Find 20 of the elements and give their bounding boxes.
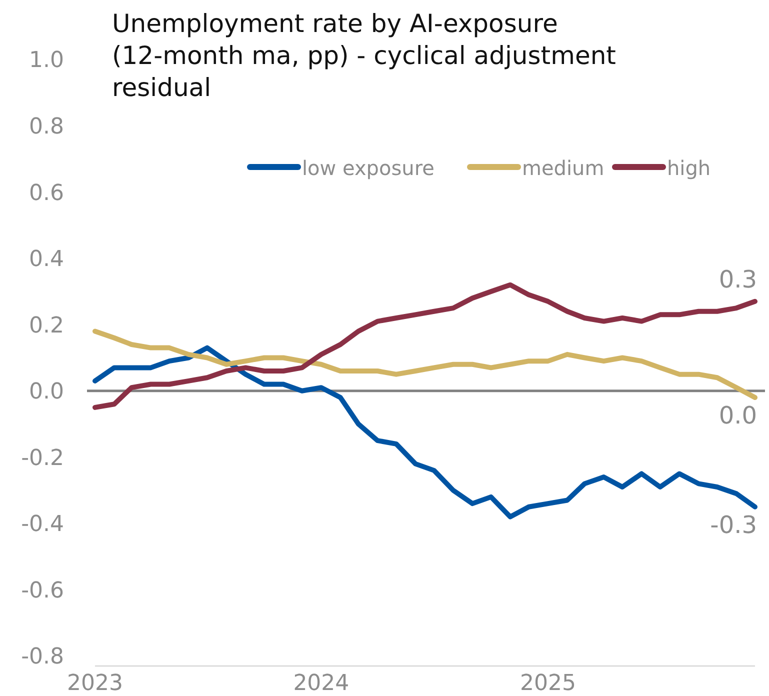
y-tick-label: -0.2 (21, 446, 64, 471)
y-tick-label: 1.0 (29, 48, 64, 74)
y-tick-label: 0.4 (29, 247, 64, 272)
data-label: 0.3 (718, 265, 757, 294)
data-label: -0.3 (710, 510, 757, 539)
y-tick-label: 0.2 (29, 313, 64, 338)
legend-label: low exposure (302, 156, 434, 180)
y-tick-label: 0.6 (29, 180, 64, 206)
x-tick-label: 2025 (520, 671, 576, 696)
y-tick-label: -0.8 (21, 644, 64, 670)
chart-title: Unemployment rate by AI-exposure (12-month ma, pp) - cyclical adjustment residual (112, 9, 616, 102)
x-tick-label: 2023 (67, 671, 123, 696)
y-tick-label: 0.0 (29, 380, 64, 405)
legend-label: medium (522, 156, 604, 180)
x-tick-label: 2024 (293, 671, 350, 696)
y-tick-label: -0.4 (21, 512, 64, 538)
y-tick-label: -0.6 (21, 578, 64, 604)
data-label: 0.0 (718, 402, 757, 430)
y-tick-label: 0.8 (29, 114, 64, 140)
legend-label: high (667, 156, 711, 180)
